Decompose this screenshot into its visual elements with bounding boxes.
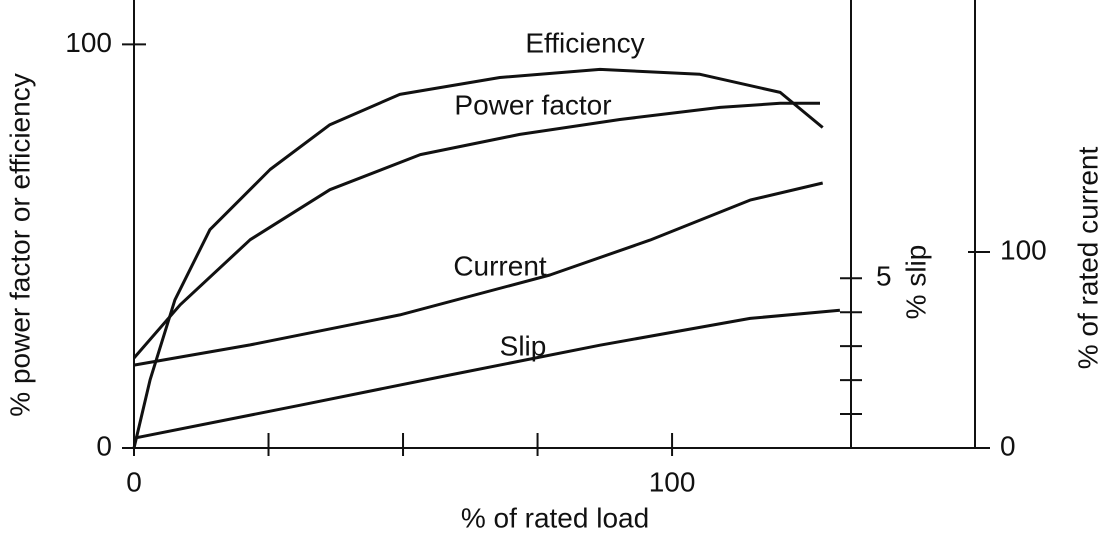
- y-tick-label: 0: [96, 430, 112, 461]
- series-label: Power factor: [454, 89, 611, 120]
- y3-tick-label: 100: [1000, 234, 1047, 265]
- y-axis-label: % power factor or efficiency: [4, 73, 35, 416]
- x-tick-label: 100: [649, 466, 696, 497]
- y2-axis-label: % slip: [900, 245, 931, 320]
- series-line: [132, 101, 820, 359]
- series-label: Efficiency: [525, 27, 644, 58]
- y3-tick-label: 0: [1000, 430, 1016, 461]
- series-label: Current: [453, 250, 547, 281]
- x-tick-label: 0: [126, 466, 142, 497]
- y3-axis-label: % of rated current: [1072, 147, 1103, 370]
- series-line: [132, 67, 824, 449]
- series-line: [133, 181, 824, 367]
- x-axis-label: % of rated load: [461, 502, 649, 533]
- y-tick-label: 100: [65, 27, 112, 58]
- y2-tick-label: 5: [876, 261, 892, 292]
- series-line: [133, 308, 841, 440]
- series-label: Slip: [500, 330, 547, 361]
